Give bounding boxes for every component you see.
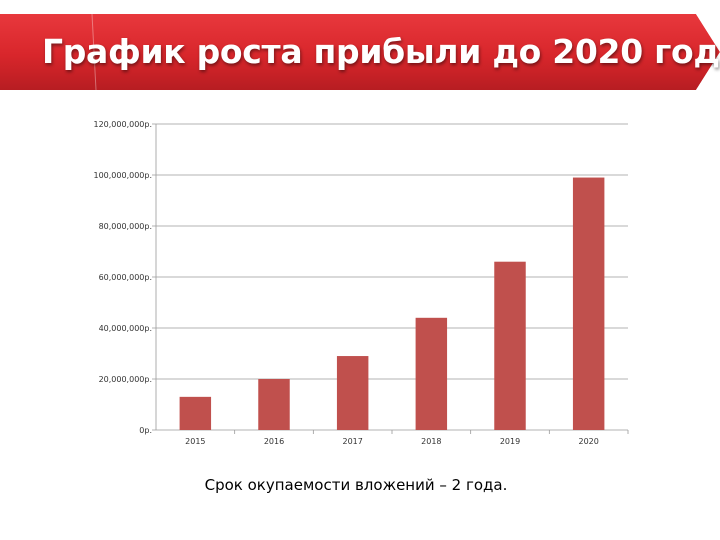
y-tick-label: 60,000,000р. xyxy=(99,273,152,282)
page-title: График роста прибыли до 2020 года xyxy=(42,32,720,71)
caption-text: Срок окупаемости вложений – 2 года. xyxy=(204,476,508,494)
bar-2016 xyxy=(258,379,290,430)
x-tick-label: 2018 xyxy=(421,437,441,446)
x-tick-label: 2019 xyxy=(500,437,520,446)
bar-2019 xyxy=(494,261,526,430)
bar-2020 xyxy=(572,177,605,430)
profit-chart: 0р. 20,000,000р. 40,000,000р. 60,000,000р. 8… xyxy=(0,100,720,460)
y-tick-label: 0р. xyxy=(139,426,152,435)
x-tick-label: 2016 xyxy=(264,437,284,446)
x-tick-label: 2020 xyxy=(578,437,598,446)
title-banner: График роста прибыли до 2020 года xyxy=(0,14,720,90)
y-tick-label: 20,000,000р. xyxy=(99,375,152,384)
bar-2017 xyxy=(336,356,369,430)
x-tick-label: 2017 xyxy=(342,437,362,446)
bar-chart-svg: 0р. 20,000,000р. 40,000,000р. 60,000,000р. 8… xyxy=(93,120,629,446)
payback-caption: Срок окупаемости вложений – 2 года. xyxy=(0,476,720,494)
title-banner-shape xyxy=(0,14,720,90)
y-tick-label: 80,000,000р. xyxy=(99,222,152,231)
y-tick-label: 120,000,000р. xyxy=(93,120,152,129)
x-tick-label: 2015 xyxy=(185,437,205,446)
bar-2015 xyxy=(179,396,212,430)
y-tick-label: 40,000,000р. xyxy=(99,324,152,333)
bar-2018 xyxy=(415,317,448,430)
y-tick-label: 100,000,000р. xyxy=(93,171,152,180)
